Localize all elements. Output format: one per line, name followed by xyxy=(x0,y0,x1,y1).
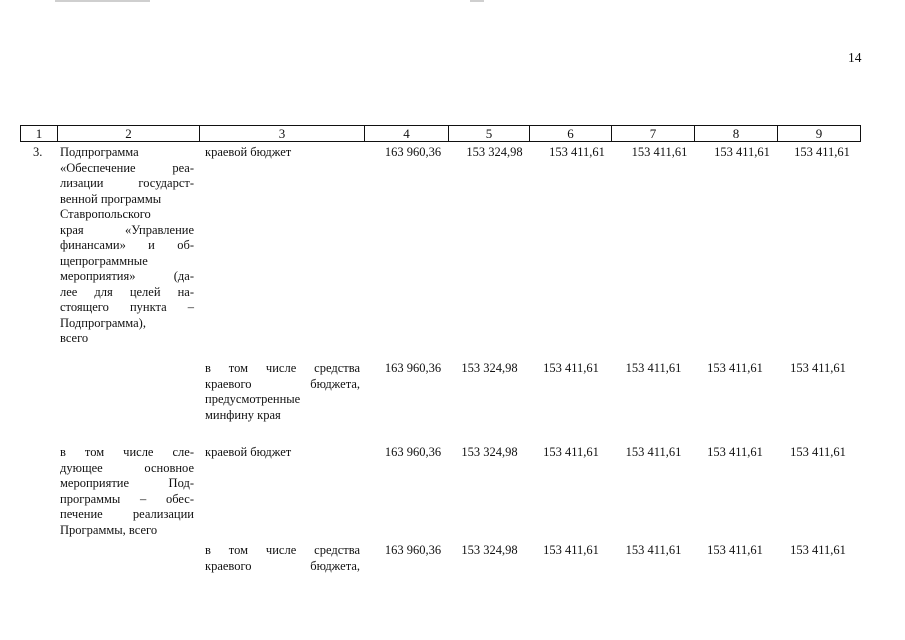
value-col-8: 153 411,61 xyxy=(707,445,763,459)
table-header: 1 2 3 4 5 6 7 8 9 xyxy=(20,125,861,142)
funding-source: в том числе средства краевого бюджета, xyxy=(205,543,360,573)
value-col-6: 153 411,61 xyxy=(543,543,599,557)
row-number: 3. xyxy=(33,145,43,159)
value-col-9: 153 411,61 xyxy=(790,445,846,459)
value-col-9: 153 411,61 xyxy=(794,145,850,159)
page-number: 14 xyxy=(848,50,862,65)
column-header: 3 xyxy=(199,125,365,142)
scan-artifact xyxy=(470,0,484,2)
value-col-4: 163 960,36 xyxy=(384,361,442,375)
value-col-6: 153 411,61 xyxy=(543,445,599,459)
column-header: 5 xyxy=(448,125,530,142)
value-col-4: 163 960,36 xyxy=(384,445,442,459)
column-header: 6 xyxy=(529,125,612,142)
row-description: Подпрограмма «Обеспечение реа- лизации г… xyxy=(60,145,194,345)
value-col-4: 163 960,36 xyxy=(384,145,442,159)
value-col-5: 153 324,98 xyxy=(461,361,518,375)
funding-source: краевой бюджет xyxy=(205,145,292,159)
column-header: 7 xyxy=(611,125,695,142)
value-col-7: 153 411,61 xyxy=(631,145,688,159)
value-col-7: 153 411,61 xyxy=(625,361,682,375)
value-col-6: 153 411,61 xyxy=(549,145,605,159)
value-col-5: 153 324,98 xyxy=(461,543,518,557)
column-header: 8 xyxy=(694,125,778,142)
value-col-4: 163 960,36 xyxy=(384,543,442,557)
value-col-9: 153 411,61 xyxy=(790,361,846,375)
value-col-8: 153 411,61 xyxy=(714,145,770,159)
funding-source: в том числе средства краевого бюджета, п… xyxy=(205,361,360,422)
column-header: 9 xyxy=(777,125,861,142)
column-header: 1 xyxy=(20,125,58,142)
value-col-7: 153 411,61 xyxy=(625,543,682,557)
value-col-8: 153 411,61 xyxy=(707,543,763,557)
value-col-5: 153 324,98 xyxy=(461,445,518,459)
value-col-8: 153 411,61 xyxy=(707,361,763,375)
value-col-9: 153 411,61 xyxy=(790,543,846,557)
funding-source: краевой бюджет xyxy=(205,445,292,459)
column-header: 4 xyxy=(364,125,449,142)
value-col-6: 153 411,61 xyxy=(543,361,599,375)
row-description: в том числе сле- дующее основное меропри… xyxy=(60,445,194,537)
scan-artifact xyxy=(55,0,150,2)
value-col-5: 153 324,98 xyxy=(466,145,523,159)
column-header: 2 xyxy=(57,125,200,142)
value-col-7: 153 411,61 xyxy=(625,445,682,459)
